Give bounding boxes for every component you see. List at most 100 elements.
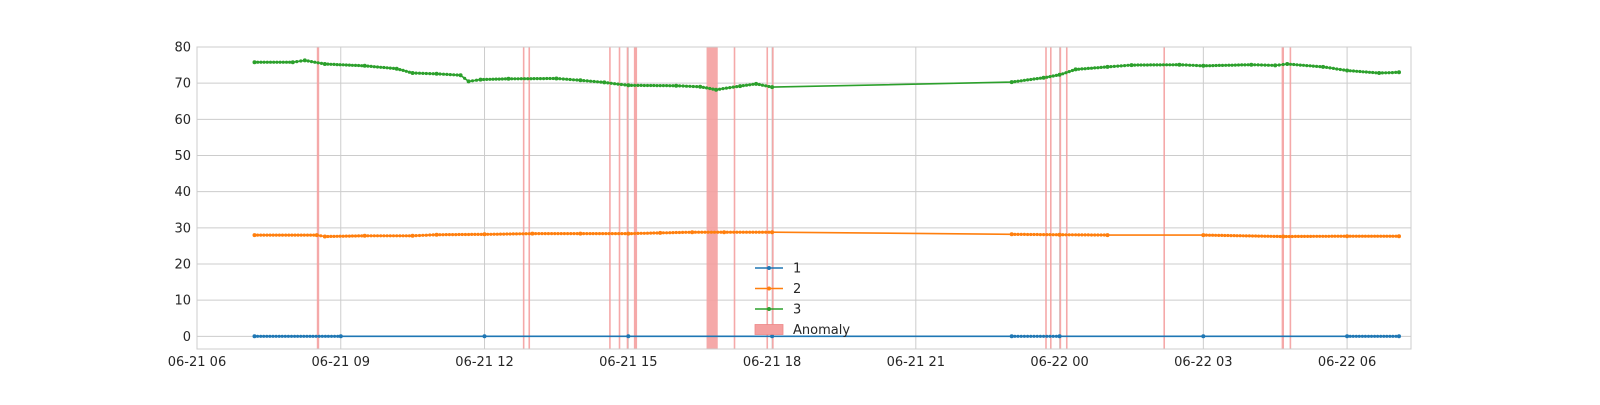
data-point <box>597 232 602 236</box>
data-point <box>479 232 483 236</box>
data-point <box>1051 74 1055 78</box>
data-point <box>1345 68 1350 73</box>
data-point <box>1013 232 1017 236</box>
data-point <box>589 79 593 83</box>
data-point <box>770 334 775 339</box>
anomaly-region <box>633 47 638 349</box>
data-point <box>1232 234 1236 238</box>
data-point <box>259 233 263 237</box>
data-point <box>1256 63 1260 67</box>
data-point <box>649 83 653 88</box>
data-point <box>764 84 768 88</box>
data-point <box>1086 66 1090 70</box>
data-point <box>1136 63 1140 67</box>
data-point <box>1298 63 1302 67</box>
data-point <box>554 76 559 81</box>
data-point <box>665 84 669 88</box>
data-point <box>538 77 543 81</box>
data-point <box>568 77 572 82</box>
data-point <box>1263 63 1267 67</box>
data-point <box>259 334 263 338</box>
data-point <box>698 84 703 89</box>
data-point <box>668 84 672 88</box>
data-point <box>287 233 291 237</box>
x-tick-label: 06-22 03 <box>1174 355 1232 370</box>
data-point <box>1263 234 1267 238</box>
data-point <box>620 232 624 236</box>
x-tick-label: 06-22 00 <box>1030 355 1088 370</box>
y-tick-label: 70 <box>174 77 191 92</box>
data-point <box>1277 63 1281 67</box>
data-point <box>1325 65 1329 69</box>
data-point <box>582 79 586 83</box>
x-tick-label: 06-22 06 <box>1318 355 1376 370</box>
data-point <box>391 66 396 70</box>
data-point <box>661 84 666 88</box>
x-tick-label: 06-21 15 <box>599 355 657 370</box>
data-point <box>1377 71 1382 75</box>
data-point <box>693 230 698 234</box>
data-point <box>329 234 333 238</box>
data-point <box>482 334 487 339</box>
data-point <box>1032 77 1036 81</box>
data-point <box>1287 234 1291 239</box>
data-point <box>537 232 541 236</box>
legend-swatch-anomaly <box>754 324 784 335</box>
y-tick-label: 50 <box>174 149 191 164</box>
data-point <box>314 233 319 238</box>
data-point <box>725 230 729 234</box>
data-point <box>661 231 666 235</box>
data-point <box>495 232 499 236</box>
data-point <box>1038 233 1042 237</box>
data-point <box>529 77 533 81</box>
data-point <box>326 334 330 338</box>
data-point <box>522 77 527 81</box>
data-point <box>690 230 695 235</box>
data-point <box>1191 63 1195 67</box>
data-point <box>410 233 415 238</box>
data-point <box>718 87 722 91</box>
data-point <box>1397 334 1401 339</box>
data-point <box>1348 334 1352 338</box>
data-point <box>724 86 729 90</box>
data-point <box>1119 64 1123 68</box>
data-point <box>1133 63 1137 67</box>
data-point <box>1379 334 1383 338</box>
data-point <box>312 233 316 237</box>
data-point <box>703 230 707 234</box>
data-point <box>1351 334 1355 338</box>
data-point <box>452 73 456 77</box>
data-point <box>1266 63 1270 67</box>
data-point <box>674 230 678 235</box>
data-point <box>1236 63 1241 67</box>
data-point <box>1035 334 1039 338</box>
data-point <box>1067 70 1071 74</box>
data-point <box>1201 334 1206 339</box>
data-point <box>1184 63 1188 67</box>
data-point <box>1361 70 1365 74</box>
data-point <box>350 234 354 238</box>
data-point <box>591 232 595 236</box>
data-point <box>1318 65 1322 69</box>
data-point <box>252 60 257 65</box>
data-point <box>1379 234 1383 238</box>
data-point <box>252 334 257 339</box>
data-point <box>1390 71 1394 75</box>
legend-label-2: 2 <box>793 282 801 297</box>
y-tick-label: 40 <box>174 185 191 200</box>
data-point <box>1328 66 1332 70</box>
data-point <box>1204 64 1209 68</box>
data-point <box>719 230 723 234</box>
data-point <box>296 233 300 237</box>
data-point <box>1083 67 1087 71</box>
data-point <box>277 334 281 338</box>
data-point <box>1229 234 1233 238</box>
data-point <box>1384 71 1388 75</box>
data-point <box>398 234 402 238</box>
data-point <box>1360 234 1364 238</box>
data-point <box>1208 64 1212 68</box>
data-point <box>595 80 600 84</box>
data-point <box>458 73 463 78</box>
data-point <box>360 234 364 238</box>
